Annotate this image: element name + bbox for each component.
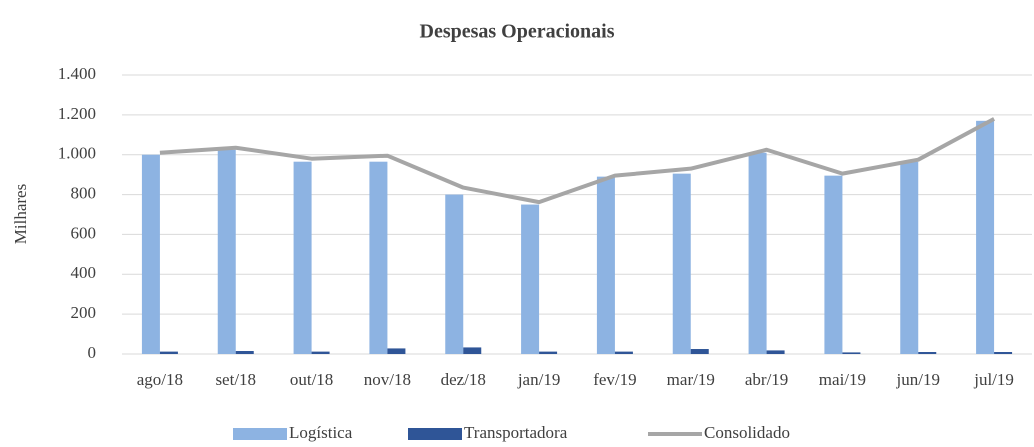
bar	[539, 351, 558, 354]
x-tick-label: set/18	[215, 370, 256, 389]
bar	[141, 154, 160, 354]
bar	[766, 350, 785, 354]
bar	[824, 175, 843, 354]
x-tick-label: jun/19	[896, 370, 940, 389]
bar	[994, 352, 1013, 354]
x-tick-label: fev/19	[593, 370, 636, 389]
y-tick-label: 600	[71, 223, 97, 242]
y-tick-label: 800	[71, 183, 97, 202]
bar	[311, 351, 330, 354]
legend-swatch	[233, 428, 287, 440]
x-tick-label: jan/19	[517, 370, 561, 389]
bar	[293, 161, 312, 354]
y-tick-label: 400	[71, 263, 97, 282]
bar	[387, 348, 406, 354]
legend-label: Consolidado	[704, 423, 790, 442]
x-tick-label: mar/19	[667, 370, 715, 389]
y-axis-label: Milhares	[11, 184, 30, 244]
y-tick-label: 1.200	[58, 104, 96, 123]
bar	[369, 161, 388, 354]
legend-label: Logística	[289, 423, 353, 442]
y-tick-label: 1.400	[58, 64, 96, 83]
bar	[596, 176, 615, 354]
bar	[445, 194, 464, 354]
y-tick-label: 0	[88, 343, 97, 362]
bar	[235, 351, 254, 354]
x-tick-label: nov/18	[364, 370, 411, 389]
x-tick-label: mai/19	[819, 370, 866, 389]
bar	[463, 347, 482, 354]
x-tick-label: ago/18	[137, 370, 183, 389]
bar	[614, 351, 633, 354]
bar	[521, 204, 540, 354]
x-tick-label: jul/19	[973, 370, 1014, 389]
legend-label: Transportadora	[464, 423, 568, 442]
bar	[748, 152, 767, 354]
y-tick-label: 1.000	[58, 144, 96, 163]
x-tick-label: abr/19	[745, 370, 788, 389]
bar	[217, 149, 236, 354]
bar	[842, 352, 861, 354]
x-tick-label: dez/18	[441, 370, 486, 389]
chart-title: Despesas Operacionais	[420, 21, 615, 43]
x-tick-label: out/18	[290, 370, 333, 389]
bar	[672, 173, 691, 354]
bar	[900, 161, 919, 354]
bar	[690, 349, 709, 354]
legend-swatch	[408, 428, 462, 440]
y-tick-label: 200	[71, 303, 97, 322]
line	[159, 117, 996, 205]
bar	[976, 120, 995, 354]
bar	[159, 351, 178, 354]
bar	[918, 352, 937, 354]
